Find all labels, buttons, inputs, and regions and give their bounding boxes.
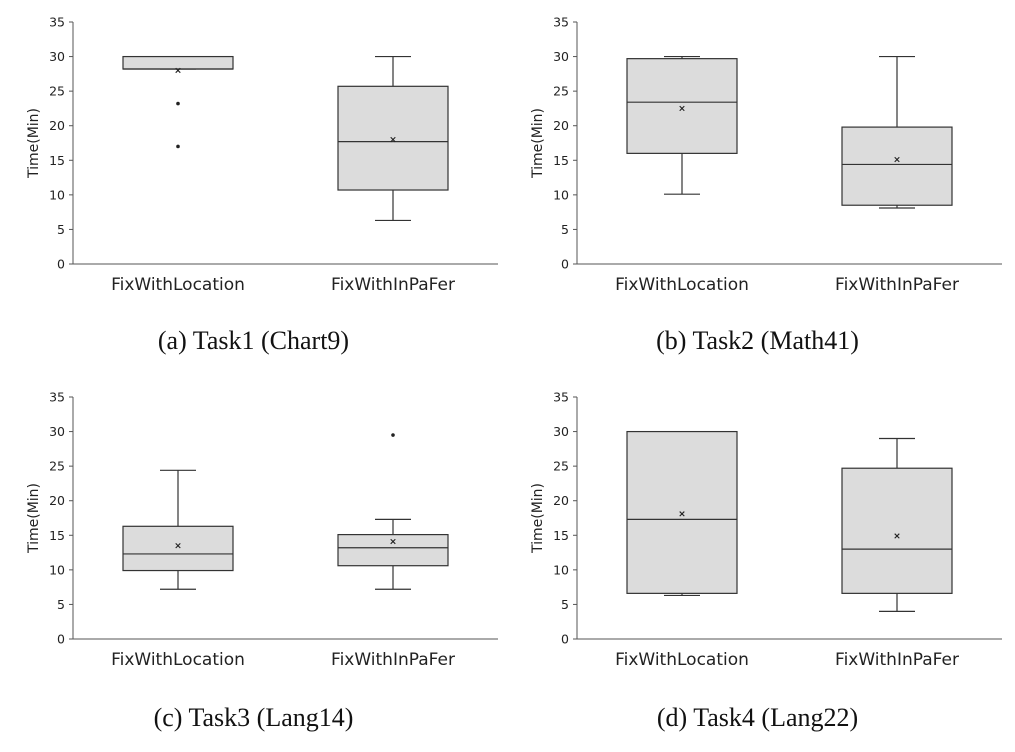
y-tick-label: 15 xyxy=(553,153,569,168)
y-tick-label: 25 xyxy=(553,84,569,99)
chart-a: 0 5 10 15 20 25 30 35 Time(Min) FixWithLocation Fi… xyxy=(26,15,498,295)
x-category-label: FixWithLocation xyxy=(111,275,245,295)
mean-marker xyxy=(390,538,396,545)
y-tick-label: 25 xyxy=(553,459,569,474)
mean-marker xyxy=(894,156,900,163)
y-tick-label: 10 xyxy=(49,187,65,202)
caption-a: (a) Task1 (Chart9) xyxy=(157,326,350,355)
box-iqr xyxy=(841,126,953,206)
y-axis-label: Time(Min) xyxy=(530,108,546,179)
mean-marker-stroke xyxy=(894,156,900,163)
mean-marker xyxy=(175,542,181,549)
mean-marker xyxy=(679,105,685,112)
mean-marker-stroke xyxy=(679,511,685,517)
y-axis-label: Time(Min) xyxy=(26,483,42,554)
y-tick-label: 25 xyxy=(49,459,65,474)
y-tick-label: 10 xyxy=(553,187,569,202)
x-category-label: FixWithInPaFer xyxy=(835,275,959,295)
mean-marker-stroke xyxy=(390,538,396,545)
y-tick-label: 30 xyxy=(49,49,65,64)
box-iqr xyxy=(626,430,738,594)
y-tick-label: 0 xyxy=(561,257,569,272)
box-fixwithinpafer xyxy=(841,55,953,209)
y-tick-label: 30 xyxy=(49,424,65,439)
box-fixwithlocation xyxy=(122,469,234,590)
panel-c: 0 5 10 15 20 25 30 35 Time(Min) FixWithLocation Fi… xyxy=(0,375,507,751)
y-tick-label: 35 xyxy=(49,390,65,405)
y-tick-label: 20 xyxy=(553,118,569,133)
y-tick-label: 35 xyxy=(553,390,569,405)
y-tick-label: 30 xyxy=(553,424,569,439)
x-category-label: FixWithInPaFer xyxy=(331,650,455,670)
y-tick-label: 5 xyxy=(57,222,65,237)
box-iqr xyxy=(626,58,738,154)
mean-marker xyxy=(390,136,396,143)
y-tick-label: 0 xyxy=(57,257,65,272)
x-category-label: FixWithInPaFer xyxy=(835,650,959,670)
caption-d: (d) Task4 (Lang22) xyxy=(656,703,859,732)
panel-b: 0 5 10 15 20 25 30 35 Time(Min) FixWithLocation Fi… xyxy=(504,0,1011,376)
chart-d: 0 5 10 15 20 25 30 35 Time(Min) FixWithLocation Fi… xyxy=(530,390,1002,670)
y-tick-label: 5 xyxy=(561,597,569,612)
x-category-label: FixWithLocation xyxy=(111,650,245,670)
box-fixwithlocation xyxy=(122,55,234,149)
mean-marker xyxy=(175,67,181,74)
box-iqr xyxy=(841,467,953,594)
box-fixwithinpafer xyxy=(337,433,449,590)
outlier-point xyxy=(176,101,180,106)
mean-marker-stroke xyxy=(175,542,181,549)
y-tick-label: 15 xyxy=(49,153,65,168)
y-tick-label: 5 xyxy=(57,597,65,612)
caption-c: (c) Task3 (Lang14) xyxy=(153,703,354,732)
box-fixwithinpafer xyxy=(337,55,449,222)
box-iqr xyxy=(337,85,449,191)
mean-marker xyxy=(679,511,685,517)
outlier-point xyxy=(391,433,395,437)
x-category-label: FixWithLocation xyxy=(615,650,749,670)
x-category-label: FixWithInPaFer xyxy=(331,275,455,295)
y-tick-label: 20 xyxy=(553,493,569,508)
chart-b: 0 5 10 15 20 25 30 35 Time(Min) FixWithLocation Fi… xyxy=(530,15,1002,295)
y-tick-label: 20 xyxy=(49,493,65,508)
box-fixwithinpafer xyxy=(841,437,953,612)
chart-c: 0 5 10 15 20 25 30 35 Time(Min) FixWithLocation Fi… xyxy=(26,390,498,670)
box-fixwithlocation xyxy=(626,430,738,597)
box-iqr xyxy=(337,533,449,567)
y-tick-label: 15 xyxy=(553,528,569,543)
mean-marker-stroke xyxy=(175,67,181,74)
y-axis-label: Time(Min) xyxy=(530,483,546,554)
y-tick-label: 0 xyxy=(561,632,569,647)
panel-a: 0 5 10 15 20 25 30 35 Time(Min) FixWithLocation Fi… xyxy=(0,0,507,376)
caption-b: (b) Task2 (Math41) xyxy=(656,326,859,355)
mean-marker xyxy=(894,533,900,539)
y-tick-label: 30 xyxy=(553,49,569,64)
mean-marker-stroke xyxy=(390,136,396,143)
y-tick-label: 15 xyxy=(49,528,65,543)
y-axis-label: Time(Min) xyxy=(26,108,42,179)
y-tick-label: 20 xyxy=(49,118,65,133)
x-category-label: FixWithLocation xyxy=(615,275,749,295)
box-fixwithlocation xyxy=(626,55,738,195)
outlier-point xyxy=(176,144,180,149)
y-tick-label: 25 xyxy=(49,84,65,99)
y-tick-label: 0 xyxy=(57,632,65,647)
y-tick-label: 10 xyxy=(553,562,569,577)
y-tick-label: 35 xyxy=(553,15,569,30)
y-tick-label: 5 xyxy=(561,222,569,237)
box-iqr xyxy=(122,55,234,70)
y-tick-label: 10 xyxy=(49,562,65,577)
mean-marker-stroke xyxy=(679,105,685,112)
panel-d: 0 5 10 15 20 25 30 35 Time(Min) FixWithLocation Fi… xyxy=(504,375,1011,751)
box-iqr xyxy=(122,525,234,572)
y-tick-label: 35 xyxy=(49,15,65,30)
mean-marker-stroke xyxy=(894,533,900,539)
